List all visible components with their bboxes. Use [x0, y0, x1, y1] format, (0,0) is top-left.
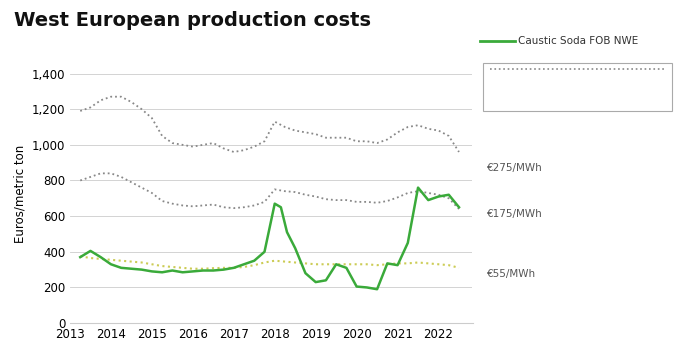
Text: ECU Production Cost
at stated Euro/MWh
electricity prices: ECU Production Cost at stated Euro/MWh e… — [528, 71, 627, 104]
Text: West European production costs: West European production costs — [14, 11, 371, 30]
Y-axis label: Euros/metric ton: Euros/metric ton — [13, 145, 26, 243]
Text: €275/MWh: €275/MWh — [486, 163, 542, 173]
Text: Caustic Soda FOB NWE: Caustic Soda FOB NWE — [518, 36, 638, 46]
Text: €175/MWh: €175/MWh — [486, 209, 542, 219]
Text: €55/MWh: €55/MWh — [486, 269, 536, 279]
